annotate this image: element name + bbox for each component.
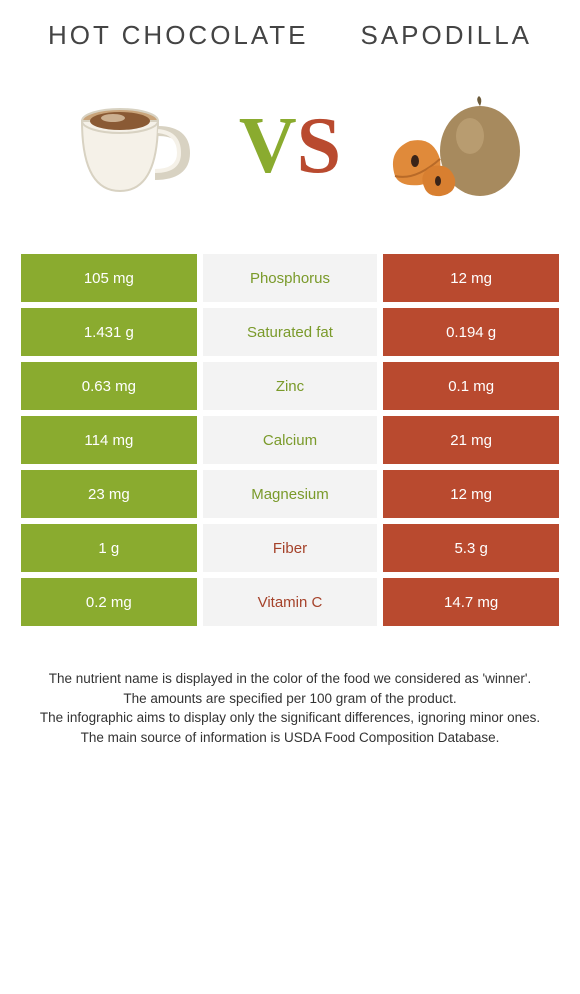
table-row: 105 mg Phosphorus 12 mg [18,251,562,305]
nutrient-label: Zinc [200,359,381,413]
right-value: 0.1 mg [380,359,562,413]
nutrient-label: Calcium [200,413,381,467]
left-value: 0.2 mg [18,575,200,629]
right-value: 14.7 mg [380,575,562,629]
table-row: 0.63 mg Zinc 0.1 mg [18,359,562,413]
left-value: 105 mg [18,251,200,305]
left-value: 23 mg [18,467,200,521]
footnote-line: The amounts are specified per 100 gram o… [24,689,556,709]
right-value: 21 mg [380,413,562,467]
footnote-line: The nutrient name is displayed in the co… [24,669,556,689]
nutrient-label: Phosphorus [200,251,381,305]
vs-s: S [297,102,342,190]
nutrient-label: Saturated fat [200,305,381,359]
table-row: 1.431 g Saturated fat 0.194 g [18,305,562,359]
right-value: 5.3 g [380,521,562,575]
right-value: 0.194 g [380,305,562,359]
left-value: 1 g [18,521,200,575]
header: Hot chocolate Sapodilla [18,20,562,71]
vs-v: V [239,102,297,190]
footnote-line: The main source of information is USDA F… [24,728,556,748]
footnote-line: The infographic aims to display only the… [24,708,556,728]
left-title: Hot chocolate [48,20,309,51]
footnotes: The nutrient name is displayed in the co… [18,669,562,747]
right-value: 12 mg [380,467,562,521]
hot-chocolate-icon [55,76,205,216]
right-value: 12 mg [380,251,562,305]
table-row: 1 g Fiber 5.3 g [18,521,562,575]
right-title: Sapodilla [360,20,532,51]
images-row: VS [18,71,562,251]
nutrient-label: Magnesium [200,467,381,521]
left-value: 1.431 g [18,305,200,359]
table-row: 23 mg Magnesium 12 mg [18,467,562,521]
comparison-table: 105 mg Phosphorus 12 mg 1.431 g Saturate… [18,251,562,629]
vs-label: VS [239,101,341,192]
nutrient-label: Vitamin C [200,575,381,629]
left-value: 114 mg [18,413,200,467]
table-row: 114 mg Calcium 21 mg [18,413,562,467]
nutrient-label: Fiber [200,521,381,575]
infographic: Hot chocolate Sapodilla VS [0,0,580,994]
table-row: 0.2 mg Vitamin C 14.7 mg [18,575,562,629]
left-value: 0.63 mg [18,359,200,413]
sapodilla-icon [375,76,525,216]
